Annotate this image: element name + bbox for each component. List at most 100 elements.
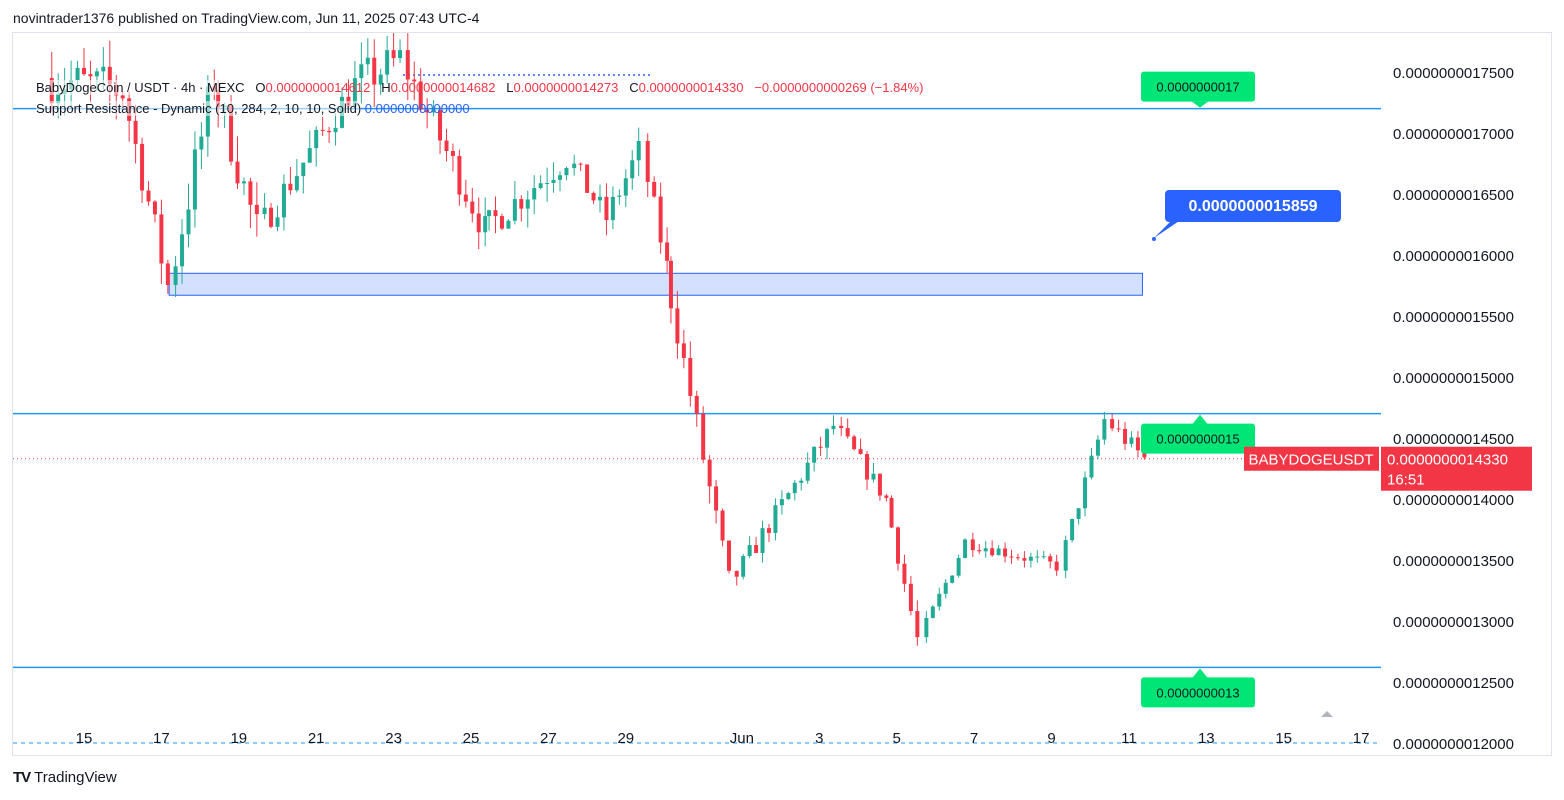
candle xyxy=(294,159,299,193)
candle xyxy=(1129,431,1134,448)
candle-body xyxy=(333,127,338,133)
candle-body xyxy=(915,611,920,638)
candle xyxy=(578,162,583,172)
candle-body xyxy=(950,575,955,583)
candle-body xyxy=(301,162,306,177)
level-label-1: 0.0000000017 xyxy=(1141,71,1255,108)
candle-body xyxy=(585,164,590,193)
candle-body xyxy=(307,148,312,163)
candle xyxy=(707,455,712,504)
candle-body xyxy=(352,78,357,107)
candle xyxy=(333,113,338,146)
candle-body xyxy=(1015,557,1020,559)
price-tag-countdown: 16:51 xyxy=(1387,472,1425,489)
candle-body xyxy=(839,425,844,429)
candle-body xyxy=(578,163,583,165)
candle xyxy=(476,197,481,250)
candle xyxy=(487,209,492,231)
candle xyxy=(320,116,325,136)
x-axis-tick: Jun xyxy=(730,730,754,747)
candle xyxy=(254,182,259,237)
candle xyxy=(760,520,765,563)
candle xyxy=(235,136,240,189)
candle-body xyxy=(572,163,577,169)
candle-body xyxy=(398,50,403,59)
candle xyxy=(551,162,556,193)
candle xyxy=(165,259,170,294)
candle-body xyxy=(165,263,170,285)
candle xyxy=(372,39,377,107)
x-axis-tick: 25 xyxy=(463,730,480,747)
candle xyxy=(604,183,609,236)
candle xyxy=(591,191,596,205)
level-label-pointer xyxy=(1192,668,1208,679)
candle-body xyxy=(1063,540,1068,571)
candle xyxy=(889,495,894,529)
candle xyxy=(630,150,635,190)
candle-body xyxy=(56,94,61,104)
candle-body xyxy=(623,178,628,196)
legend-symbol[interactable]: BabyDogeCoin / USDT · 4h · MEXC xyxy=(36,80,245,95)
candle-body xyxy=(216,90,221,108)
price-callout-anchor xyxy=(1152,237,1156,241)
chart-frame[interactable]: 0.0000000017 0.0000000015 0.0000000013 0.00… xyxy=(12,32,1552,756)
level-label-pointer xyxy=(1192,414,1208,425)
candle-body xyxy=(668,260,673,309)
candle-body xyxy=(314,129,319,149)
candle xyxy=(431,99,436,117)
legend-indicator[interactable]: Support Resistance - Dynamic (10, 284, 2… xyxy=(36,101,362,116)
candle xyxy=(281,174,286,231)
symbol-tag-box xyxy=(1244,446,1379,471)
candle xyxy=(766,523,771,542)
candle-body xyxy=(288,183,293,191)
candle-body xyxy=(558,175,563,180)
x-axis-tick: 11 xyxy=(1121,730,1137,747)
tradingview-logo[interactable]: TV TradingView xyxy=(13,769,117,786)
candle-body xyxy=(248,181,253,205)
candle-body xyxy=(88,74,93,77)
candle xyxy=(956,554,961,578)
candle-body xyxy=(760,528,765,553)
candle xyxy=(943,579,948,599)
candle-body xyxy=(943,582,948,594)
candle xyxy=(307,130,312,164)
candle xyxy=(658,182,663,254)
candle-body xyxy=(235,161,240,184)
candlestick-chart[interactable]: 0.0000000017 0.0000000015 0.0000000013 0.00… xyxy=(13,33,1551,755)
price-tag-box xyxy=(1381,446,1532,491)
candle-body xyxy=(538,183,543,189)
candle-body xyxy=(186,209,191,235)
y-axis-tick: 0.0000000017500 xyxy=(1393,65,1514,82)
candle xyxy=(825,427,830,460)
candle-body xyxy=(591,192,596,201)
candle xyxy=(438,106,443,155)
candle xyxy=(636,127,641,176)
candle xyxy=(983,541,988,558)
candle xyxy=(818,436,823,456)
candle-body xyxy=(199,136,204,150)
candle-body xyxy=(431,109,436,113)
y-axis-tick: 0.0000000015500 xyxy=(1393,309,1514,326)
candle-body xyxy=(385,50,390,75)
candle-body xyxy=(902,563,907,584)
candle xyxy=(858,438,863,455)
candle-body xyxy=(470,201,475,214)
candle xyxy=(532,175,537,215)
candle xyxy=(970,532,975,558)
candle-body xyxy=(598,196,602,201)
candle xyxy=(701,406,706,464)
candle-body xyxy=(1089,455,1094,478)
candle-body xyxy=(107,66,112,85)
candle xyxy=(359,42,364,104)
candle-body xyxy=(1003,548,1008,557)
candle-body xyxy=(889,497,894,528)
candle-body xyxy=(1123,428,1128,444)
candle xyxy=(82,47,86,76)
candle xyxy=(845,418,850,439)
candle-body xyxy=(734,570,739,577)
legend-indicator-value: 0.0000000000000 xyxy=(364,101,470,116)
candle-body xyxy=(450,151,455,156)
candle xyxy=(792,479,797,501)
candle-body xyxy=(773,505,778,533)
candle-body xyxy=(675,308,680,344)
